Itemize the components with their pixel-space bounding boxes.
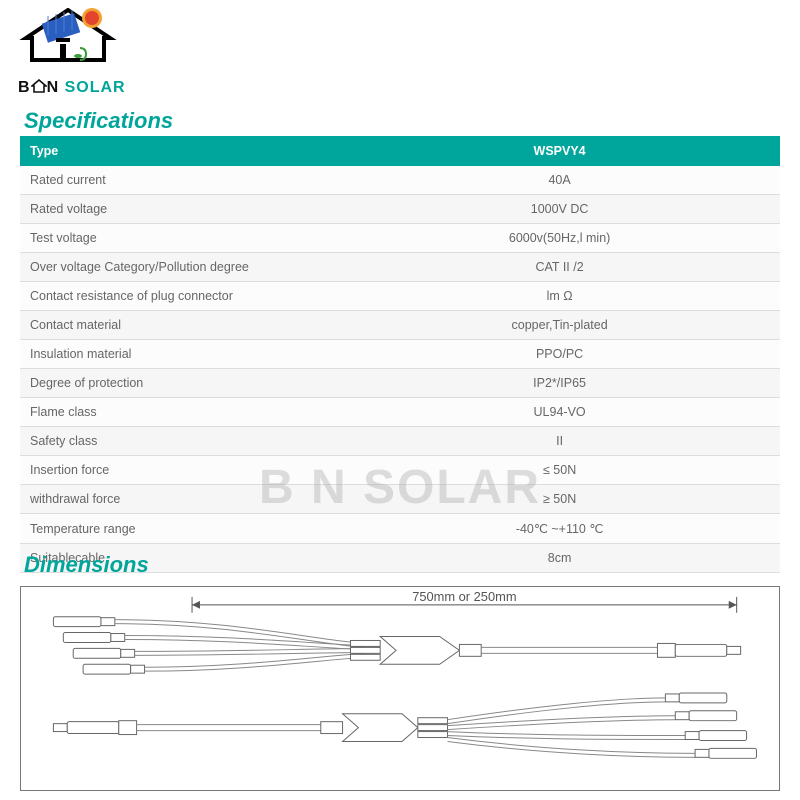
dimensions-diagram: 750mm or 250mm xyxy=(20,586,780,791)
table-row: Rated voltage1000V DC xyxy=(20,195,780,224)
logo-svg xyxy=(18,8,118,72)
spec-label: Rated voltage xyxy=(20,195,339,224)
lower-assembly xyxy=(53,693,756,758)
spec-label: Safety class xyxy=(20,427,339,456)
spec-value: CAT II /2 xyxy=(339,253,780,282)
table-row: Rated current40A xyxy=(20,166,780,195)
table-row: Contact resistance of plug connectorlm Ω xyxy=(20,282,780,311)
spec-label: Insertion force xyxy=(20,456,339,485)
spec-value: ≥ 50N xyxy=(339,485,780,514)
brand-logo: BN SOLAR xyxy=(18,8,158,98)
spec-label: Temperature range xyxy=(20,514,339,544)
table-row: Test voltage6000v(50Hz,l min) xyxy=(20,224,780,253)
table-row: Temperature range-40℃ ~+110 ℃ xyxy=(20,514,780,544)
dimensions-heading: Dimensions xyxy=(24,552,149,578)
table-header-row: Type WSPVY4 xyxy=(20,136,780,166)
table-row: Safety classII xyxy=(20,427,780,456)
brand-suffix: SOLAR xyxy=(65,79,126,96)
table-row: Insertion force≤ 50N xyxy=(20,456,780,485)
specifications-heading: Specifications xyxy=(24,108,173,134)
dimensions-svg: 750mm or 250mm xyxy=(21,587,779,790)
spec-value: IP2*/IP65 xyxy=(339,369,780,398)
spec-value: II xyxy=(339,427,780,456)
spec-value: ≤ 50N xyxy=(339,456,780,485)
spec-label: Rated current xyxy=(20,166,339,195)
spec-value: 40A xyxy=(339,166,780,195)
brand-mid: N xyxy=(47,79,60,96)
spec-value: 1000V DC xyxy=(339,195,780,224)
brand-text: BN SOLAR xyxy=(18,79,158,97)
upper-assembly xyxy=(53,617,740,674)
table-row: withdrawal force≥ 50N xyxy=(20,485,780,514)
dimension-length-label: 750mm or 250mm xyxy=(412,589,516,604)
table-row: Contact materialcopper,Tin-plated xyxy=(20,311,780,340)
spec-label: Degree of protection xyxy=(20,369,339,398)
table-row: Flame classUL94-VO xyxy=(20,398,780,427)
spec-value: copper,Tin-plated xyxy=(339,311,780,340)
spec-value: -40℃ ~+110 ℃ xyxy=(339,514,780,544)
table-row: Degree of protectionIP2*/IP65 xyxy=(20,369,780,398)
specifications-table: Type WSPVY4 Rated current40ARated voltag… xyxy=(20,136,780,573)
spec-label: Flame class xyxy=(20,398,339,427)
spec-value: PPO/PC xyxy=(339,340,780,369)
spec-label: withdrawal force xyxy=(20,485,339,514)
table-row: Insulation materialPPO/PC xyxy=(20,340,780,369)
spec-value: UL94-VO xyxy=(339,398,780,427)
brand-prefix: B xyxy=(18,79,31,96)
spec-label: Test voltage xyxy=(20,224,339,253)
house-glyph-icon xyxy=(31,79,47,93)
spec-label: Insulation material xyxy=(20,340,339,369)
table-row: Over voltage Category/Pollution degreeCA… xyxy=(20,253,780,282)
spec-value: lm Ω xyxy=(339,282,780,311)
header-model: WSPVY4 xyxy=(339,136,780,166)
spec-label: Contact material xyxy=(20,311,339,340)
spec-label: Over voltage Category/Pollution degree xyxy=(20,253,339,282)
spec-label: Contact resistance of plug connector xyxy=(20,282,339,311)
spec-value: 6000v(50Hz,l min) xyxy=(339,224,780,253)
spec-value: 8cm xyxy=(339,544,780,573)
header-type: Type xyxy=(20,136,339,166)
